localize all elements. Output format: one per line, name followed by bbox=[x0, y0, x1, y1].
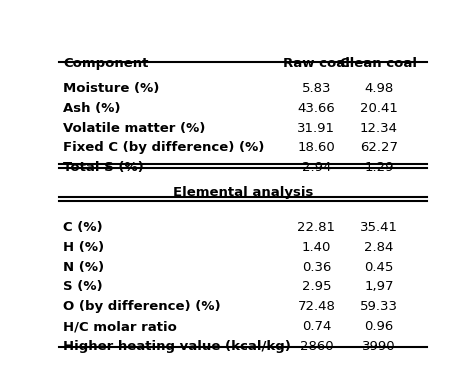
Text: 12.34: 12.34 bbox=[360, 122, 398, 135]
Text: Higher heating value (kcal/kg): Higher heating value (kcal/kg) bbox=[63, 340, 291, 353]
Text: 0.74: 0.74 bbox=[302, 320, 331, 333]
Text: 20.41: 20.41 bbox=[360, 102, 398, 115]
Text: 72.48: 72.48 bbox=[298, 300, 335, 313]
Text: Total S (%): Total S (%) bbox=[63, 161, 144, 174]
Text: H (%): H (%) bbox=[63, 241, 104, 254]
Text: 1.40: 1.40 bbox=[302, 241, 331, 254]
Text: Ash (%): Ash (%) bbox=[63, 102, 120, 115]
Text: C (%): C (%) bbox=[63, 221, 102, 234]
Text: 0.96: 0.96 bbox=[364, 320, 393, 333]
Text: 3990: 3990 bbox=[362, 340, 396, 353]
Text: 43.66: 43.66 bbox=[298, 102, 335, 115]
Text: 5.83: 5.83 bbox=[301, 82, 331, 95]
Text: 1.29: 1.29 bbox=[364, 161, 393, 174]
Text: 31.91: 31.91 bbox=[297, 122, 336, 135]
Text: 0.45: 0.45 bbox=[364, 260, 393, 274]
Text: 1,97: 1,97 bbox=[364, 280, 393, 293]
Text: N (%): N (%) bbox=[63, 260, 104, 274]
Text: 22.81: 22.81 bbox=[297, 221, 336, 234]
Text: Component: Component bbox=[63, 57, 148, 70]
Text: 2.84: 2.84 bbox=[364, 241, 393, 254]
Text: 2.95: 2.95 bbox=[301, 280, 331, 293]
Text: Moisture (%): Moisture (%) bbox=[63, 82, 159, 95]
Text: 2860: 2860 bbox=[300, 340, 333, 353]
Text: 2.94: 2.94 bbox=[302, 161, 331, 174]
Text: Elemental analysis: Elemental analysis bbox=[173, 186, 313, 199]
Text: 4.98: 4.98 bbox=[364, 82, 393, 95]
Text: 18.60: 18.60 bbox=[298, 141, 335, 155]
Text: Clean coal: Clean coal bbox=[340, 57, 417, 70]
Text: 59.33: 59.33 bbox=[360, 300, 398, 313]
Text: 35.41: 35.41 bbox=[360, 221, 398, 234]
Text: O (by difference) (%): O (by difference) (%) bbox=[63, 300, 220, 313]
Text: Volatile matter (%): Volatile matter (%) bbox=[63, 122, 205, 135]
Text: S (%): S (%) bbox=[63, 280, 102, 293]
Text: H/C molar ratio: H/C molar ratio bbox=[63, 320, 177, 333]
Text: 0.36: 0.36 bbox=[302, 260, 331, 274]
Text: Raw coal: Raw coal bbox=[283, 57, 350, 70]
Text: Fixed C (by difference) (%): Fixed C (by difference) (%) bbox=[63, 141, 264, 155]
Text: 62.27: 62.27 bbox=[360, 141, 398, 155]
